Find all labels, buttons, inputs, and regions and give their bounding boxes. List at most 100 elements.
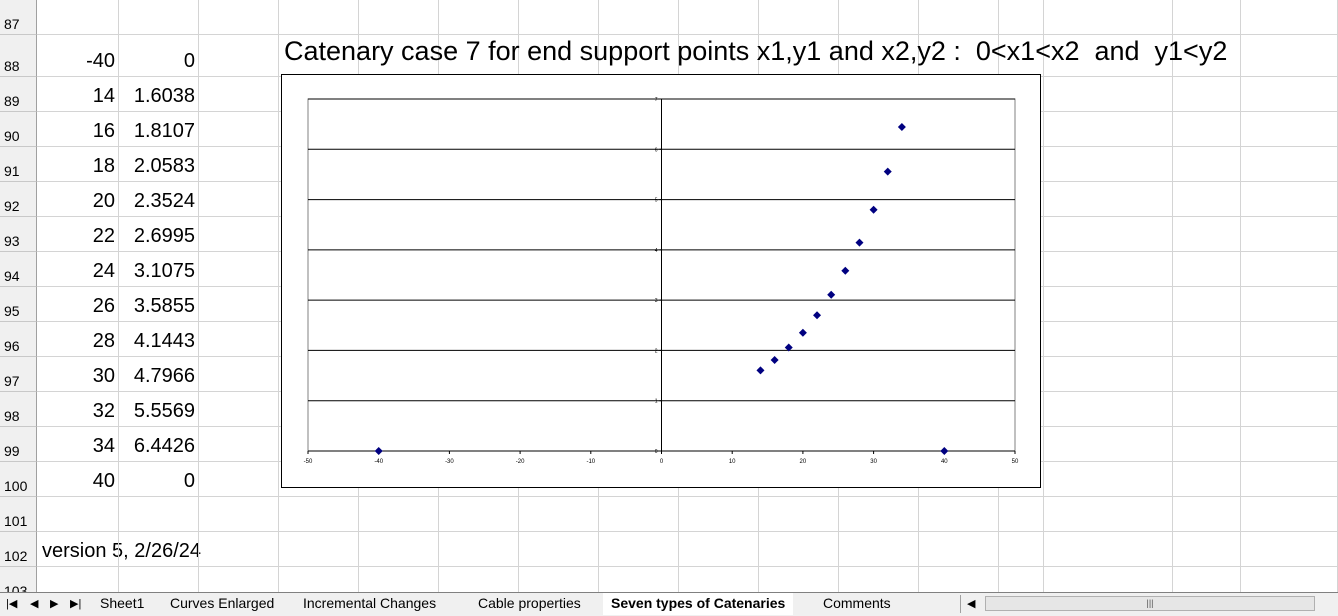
cell-y-value[interactable]: 1.8107: [133, 120, 195, 142]
x-tick-label: -20: [516, 459, 525, 465]
x-tick-label: 50: [1012, 459, 1019, 465]
data-point: [374, 447, 383, 455]
row-header[interactable]: 94: [0, 252, 37, 287]
data-point: [940, 447, 949, 455]
row-gridline: [37, 34, 1338, 35]
x-tick-label: 40: [941, 459, 948, 465]
cell-x-value[interactable]: 26: [92, 295, 115, 317]
data-point: [784, 343, 793, 352]
y-tick-label: 7: [655, 97, 658, 103]
y-tick-label: 6: [655, 147, 658, 153]
sheet-tab[interactable]: Sheet1: [100, 595, 145, 611]
plot-area: 0 1 2 3 4 5 6 7 -50 -40 -30 -20 -10 0 10 20 30 40 50: [304, 97, 1019, 465]
first-sheet-icon[interactable]: |◀: [6, 598, 18, 610]
row-header[interactable]: 100: [0, 462, 37, 497]
row-header[interactable]: 98: [0, 392, 37, 427]
cell-x-value[interactable]: 20: [92, 190, 115, 212]
row-header[interactable]: 88: [0, 35, 37, 77]
data-point: [827, 290, 836, 299]
cell-x-value[interactable]: -40: [86, 50, 115, 72]
y-tick-label: 4: [655, 248, 658, 254]
y-tick-label: 0: [655, 449, 658, 455]
column-gridline: [198, 0, 199, 592]
cell-x-value[interactable]: 28: [92, 330, 115, 352]
cell-x-value[interactable]: 18: [92, 155, 115, 177]
x-tick-label: -30: [445, 459, 454, 465]
row-header[interactable]: 89: [0, 77, 37, 112]
cell-x-value[interactable]: 40: [92, 470, 115, 492]
x-tick-label: -40: [374, 459, 383, 465]
next-sheet-icon[interactable]: ▶: [50, 598, 59, 610]
x-tick-label: 20: [800, 459, 807, 465]
cell-x-value[interactable]: 30: [92, 365, 115, 387]
sheet-tab[interactable]: Comments: [823, 595, 891, 611]
row-header[interactable]: 101: [0, 497, 37, 532]
data-point: [883, 167, 892, 176]
cell-y-value[interactable]: 3.1075: [133, 260, 195, 282]
scrollbar-thumb[interactable]: |||: [985, 596, 1315, 611]
cell-y-value[interactable]: 3.5855: [133, 295, 195, 317]
chart-heading-cell[interactable]: Catenary case 7 for end support points x…: [284, 36, 1228, 66]
cell-y-value[interactable]: 0: [183, 470, 195, 492]
sheet-tab[interactable]: Curves Enlarged: [170, 595, 275, 611]
row-header[interactable]: 93: [0, 217, 37, 252]
cell-x-value[interactable]: 34: [92, 435, 115, 457]
x-tick-label: 30: [870, 459, 877, 465]
data-point: [869, 205, 878, 214]
cell-x-value[interactable]: 14: [92, 85, 115, 107]
data-point: [813, 311, 822, 320]
row-header[interactable]: 102: [0, 532, 37, 567]
cell-y-value[interactable]: 4.7966: [133, 365, 195, 387]
column-gridline: [278, 0, 279, 592]
spreadsheet-grid[interactable]: 87 88 -40 0 89 14 1.6038 90 16 1.8107 91 18 2.0583 92…: [0, 0, 1338, 592]
data-point: [756, 366, 765, 375]
x-tick-label: 10: [729, 459, 736, 465]
prev-sheet-icon[interactable]: ◀: [30, 598, 39, 610]
sheet-tab[interactable]: Seven types of Catenaries: [603, 593, 794, 615]
cell-x-value[interactable]: 16: [92, 120, 115, 142]
cell-x-value[interactable]: 32: [92, 400, 115, 422]
last-sheet-icon[interactable]: ▶|: [70, 598, 82, 610]
row-header[interactable]: 92: [0, 182, 37, 217]
cell-y-value[interactable]: 2.3524: [133, 190, 195, 212]
y-tick-label: 3: [655, 298, 658, 304]
x-tick-label: -10: [586, 459, 595, 465]
row-header[interactable]: 91: [0, 147, 37, 182]
cell-y-value[interactable]: 0: [183, 50, 195, 72]
cell-y-value[interactable]: 1.6038: [133, 85, 195, 107]
row-header[interactable]: 87: [0, 0, 37, 35]
cell-y-value[interactable]: 5.5569: [133, 400, 195, 422]
data-point: [798, 328, 807, 337]
x-tick-label: 0: [660, 459, 664, 465]
scatter-chart[interactable]: 0 1 2 3 4 5 6 7 -50 -40 -30 -20 -10 0 10 20 30 40 50: [281, 74, 1041, 488]
sheet-tab[interactable]: Cable properties: [478, 595, 581, 611]
data-point: [841, 266, 850, 275]
row-header[interactable]: 103: [0, 567, 37, 592]
sheet-tab-bar: |◀ ◀ ▶ ▶| Sheet1 Curves Enlarged Increment…: [0, 592, 1338, 616]
row-header[interactable]: 99: [0, 427, 37, 462]
scroll-left-icon[interactable]: ◀: [967, 598, 976, 610]
data-point: [855, 238, 864, 247]
row-header[interactable]: 95: [0, 287, 37, 322]
y-tick-label: 1: [655, 399, 658, 405]
cell-y-value[interactable]: 6.4426: [133, 435, 195, 457]
cell-x-value[interactable]: 24: [92, 260, 115, 282]
row-header[interactable]: 97: [0, 357, 37, 392]
row-gridline: [37, 566, 1338, 567]
column-gridline: [118, 0, 119, 592]
y-tick-label: 2: [655, 348, 658, 354]
column-gridline: [1240, 0, 1241, 592]
column-gridline: [1172, 0, 1173, 592]
cell-y-value[interactable]: 2.0583: [133, 155, 195, 177]
y-tick-label: 5: [655, 198, 658, 204]
cell-x-value[interactable]: 22: [92, 225, 115, 247]
sheet-tab[interactable]: Incremental Changes: [303, 595, 437, 611]
horizontal-scrollbar[interactable]: ◀ |||: [960, 595, 1337, 613]
data-point: [770, 355, 779, 364]
row-header[interactable]: 90: [0, 112, 37, 147]
cell-y-value[interactable]: 4.1443: [133, 330, 195, 352]
row-gridline: [37, 496, 1338, 497]
cell-y-value[interactable]: 2.6995: [133, 225, 195, 247]
row-header[interactable]: 96: [0, 322, 37, 357]
version-note-cell[interactable]: version 5, 2/26/24: [42, 540, 201, 562]
